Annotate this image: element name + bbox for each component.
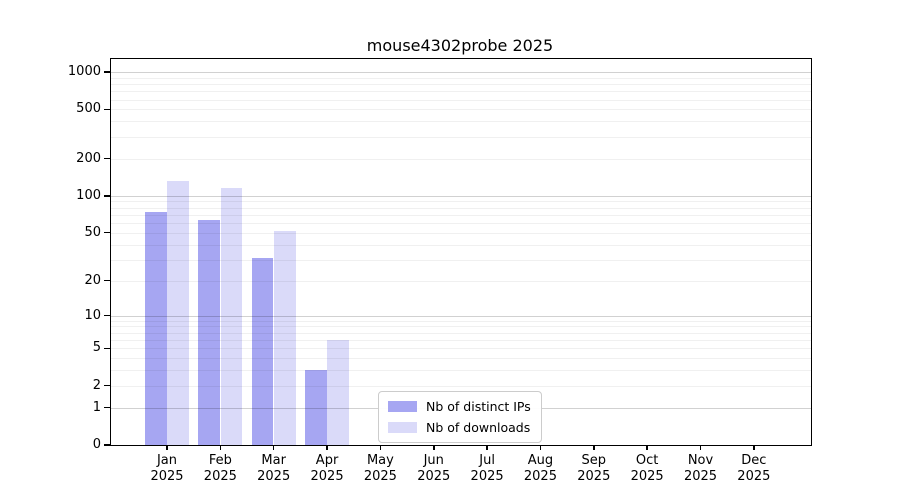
minor-gridline [111,385,811,387]
y-axis-tick [104,195,110,197]
minor-gridline [111,84,811,86]
y-axis-tick [104,384,110,387]
minor-gridline [111,214,811,216]
major-gridline [111,315,811,317]
bar-downloads [167,181,189,445]
y-tick-label: 1 [92,399,101,415]
bar-distinct-ips [198,219,220,445]
minor-gridline [111,320,811,322]
minor-gridline [111,77,811,79]
x-axis-tick [379,445,382,450]
y-tick-label: 500 [76,101,101,117]
legend-swatch-downloads-icon [388,422,417,433]
minor-gridline [111,91,811,93]
x-axis-tick [326,445,328,450]
y-tick-label: 2 [92,377,101,393]
x-tick-label: Mar 2025 [257,453,291,484]
minor-gridline [111,121,811,123]
x-axis-tick [166,445,168,450]
minor-gridline [111,339,811,341]
x-axis-tick [699,445,702,450]
minor-gridline [111,158,811,160]
y-axis-tick [104,231,110,234]
minor-gridline [111,280,811,282]
legend-label-downloads: Nb of downloads [426,420,531,435]
x-tick-label: Apr 2025 [310,453,344,484]
y-axis-tick [104,406,110,409]
x-tick-label: Jul 2025 [470,453,504,484]
bar-downloads [327,339,349,445]
minor-gridline [111,244,811,246]
x-axis-tick [433,445,435,450]
minor-gridline [111,326,811,328]
y-axis-tick [104,444,110,446]
minor-gridline [111,136,811,138]
minor-gridline [111,370,811,372]
legend-item-downloads: Nb of downloads [388,420,531,435]
x-tick-label: Oct 2025 [630,453,664,484]
major-gridline [111,195,811,197]
x-tick-label: Nov 2025 [683,453,718,484]
y-tick-label: 100 [76,187,101,203]
y-tick-label: 50 [84,224,101,240]
minor-gridline [111,99,811,101]
x-axis-tick [646,445,648,450]
minor-gridline [111,348,811,350]
y-tick-label: 200 [76,150,101,166]
chart-title: mouse4302probe 2025 [366,36,554,55]
minor-gridline [111,109,811,111]
y-tick-label: 0 [92,437,101,452]
y-axis-tick [104,108,110,111]
x-axis-tick [486,445,488,450]
y-tick-label: 20 [84,272,101,288]
plot-area: 0 1 2 5 10 20 50 100 200 500 1000 Jan 2025 Feb 2025 M… [68,58,812,484]
bar-downloads [220,188,243,445]
x-axis-tick [753,445,755,450]
y-tick-label: 5 [92,340,101,356]
legend-item-distinct-ips: Nb of distinct IPs [388,399,531,414]
minor-gridline [111,358,811,360]
minor-gridline [111,232,811,234]
major-gridline [111,72,811,74]
legend-swatch-distinct-ips-icon [388,401,417,412]
x-axis-tick [593,445,595,450]
x-tick-label: May 2025 [363,453,397,484]
y-axis-tick [104,279,110,282]
x-axis-tick [219,445,222,450]
y-axis-tick [104,347,110,350]
x-tick-label: Sep 2025 [577,453,611,484]
x-axis-tick [272,445,275,450]
y-axis-tick [104,71,110,73]
minor-gridline [111,223,811,225]
y-tick-label: 10 [84,307,101,323]
minor-gridline [111,259,811,261]
bar-distinct-ips [145,211,167,445]
legend: Nb of distinct IPs Nb of downloads [378,391,542,443]
y-axis-tick [104,157,110,160]
x-tick-label: Feb 2025 [203,453,237,484]
x-tick-label: Jun 2025 [417,453,451,484]
bar-downloads [274,230,296,445]
x-tick-label: Jan 2025 [150,453,184,484]
bar-distinct-ips [305,370,327,445]
x-axis-tick [539,445,542,450]
minor-gridline [111,201,811,203]
y-tick-label: 1000 [67,64,101,80]
y-axis-tick [104,314,110,317]
x-tick-label: Dec 2025 [737,453,771,484]
minor-gridline [111,332,811,334]
legend-label-distinct-ips: Nb of distinct IPs [426,399,531,414]
x-tick-label: Aug 2025 [523,453,557,484]
minor-gridline [111,207,811,209]
bar-distinct-ips [251,257,274,445]
